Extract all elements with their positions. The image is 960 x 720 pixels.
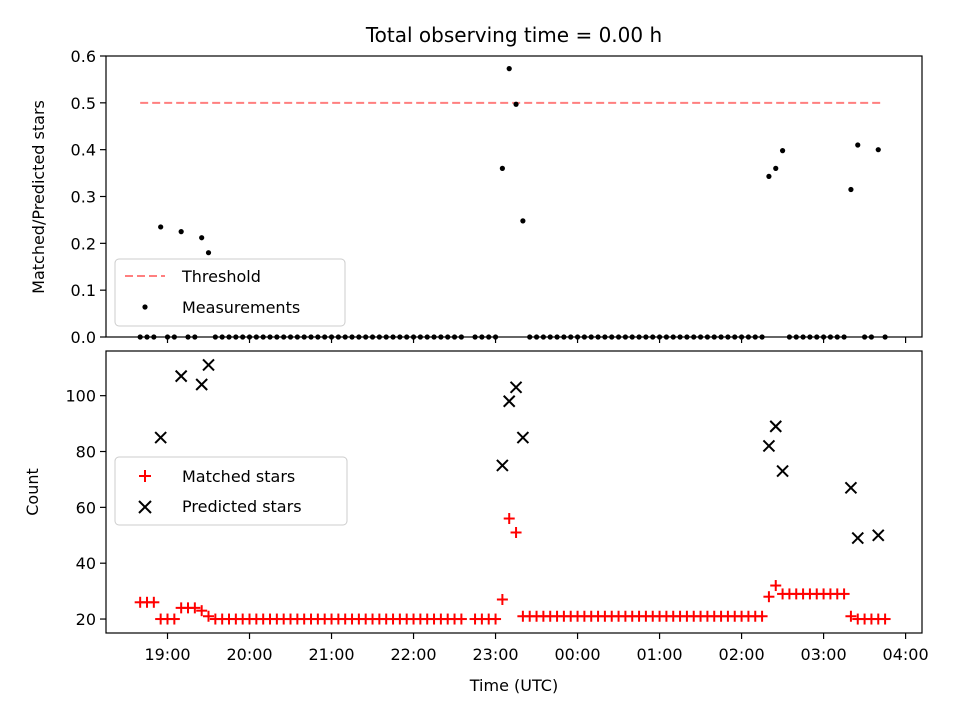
predicted-star-point	[872, 529, 885, 542]
predicted-star-point	[503, 395, 516, 408]
top-y-tick-label: 0.3	[71, 188, 96, 207]
matched-star-point	[763, 591, 775, 603]
bottom-y-tick-label: 80	[76, 443, 96, 462]
predicted-star-point	[509, 381, 523, 394]
legend-predicted-label: Predicted stars	[182, 497, 302, 516]
measurement-point	[499, 165, 505, 171]
bottom-plot-panel: 20 40 60 80 100 19:00 20:00 21:00 22:00 23:00 00:…	[23, 350, 929, 695]
top-y-tick-label: 0.1	[71, 281, 96, 300]
legend-threshold-label: Threshold	[181, 267, 261, 286]
matched-stars-series	[134, 513, 891, 625]
measurement-point	[766, 173, 772, 179]
top-y-axis-title: Matched/Predicted stars	[29, 100, 48, 294]
top-y-tick-label: 0.0	[71, 328, 96, 347]
x-tick-label: 02:00	[719, 645, 765, 664]
predicted-star-point	[516, 431, 530, 444]
matched-star-point	[455, 613, 467, 625]
matched-star-point	[196, 605, 208, 617]
matched-star-point	[770, 580, 782, 592]
top-y-tick-label: 0.5	[71, 94, 96, 113]
matched-star-point	[838, 588, 850, 600]
measurement-point	[520, 218, 526, 224]
chart-title: Total observing time = 0.00 h	[365, 23, 662, 47]
top-legend: Threshold Measurements	[114, 258, 346, 327]
measurement-point	[199, 235, 205, 241]
predicted-star-point	[202, 358, 215, 372]
matched-star-point	[756, 610, 768, 622]
predicted-star-point	[174, 369, 188, 383]
predicted-stars-series	[154, 358, 885, 545]
matched-star-point	[168, 613, 180, 625]
top-legend-box	[114, 258, 346, 327]
bottom-y-tick-label: 100	[65, 387, 96, 406]
matched-star-point	[879, 613, 891, 625]
x-tick-label: 04:00	[883, 645, 929, 664]
measurement-point	[158, 224, 164, 230]
top-y-tick-label: 0.6	[71, 47, 96, 66]
top-plot-frame	[105, 55, 923, 338]
x-tick-label: 20:00	[226, 645, 272, 664]
x-tick-label: 03:00	[801, 645, 847, 664]
legend-matched-label: Matched stars	[182, 467, 295, 486]
matched-star-point	[510, 526, 522, 538]
legend-predicted-swatch	[138, 500, 152, 514]
predicted-star-point	[496, 459, 509, 472]
bottom-y-axis-title: Count	[23, 468, 42, 516]
measurement-point	[855, 142, 861, 148]
measurement-point	[513, 101, 519, 107]
measurement-point	[205, 250, 212, 256]
bottom-y-tick-label: 20	[76, 610, 96, 629]
legend-measurements-swatch	[142, 304, 148, 310]
x-tick-label: 19:00	[144, 645, 190, 664]
x-tick-label: 21:00	[308, 645, 354, 664]
predicted-star-point	[844, 481, 858, 495]
matched-star-point	[490, 613, 502, 625]
predicted-star-point	[769, 420, 782, 433]
top-y-tick-label: 0.2	[71, 234, 96, 253]
measurement-point	[779, 148, 786, 154]
bottom-legend: Matched stars Predicted stars	[114, 456, 348, 526]
matched-star-point	[503, 513, 515, 525]
predicted-star-point	[154, 431, 167, 444]
bottom-legend-box	[114, 456, 348, 526]
x-tick-label: 23:00	[472, 645, 518, 664]
x-tick-label: 01:00	[637, 645, 683, 664]
bottom-y-tick-label: 40	[76, 554, 96, 573]
measurement-point	[773, 165, 779, 171]
measurement-point	[848, 186, 854, 193]
predicted-star-point	[776, 464, 789, 478]
matched-star-point	[148, 596, 160, 608]
bottom-y-axis: 20 40 60 80 100	[65, 387, 106, 629]
bottom-plot-frame	[105, 350, 923, 634]
measurement-point	[178, 229, 184, 235]
x-tick-label: 22:00	[390, 645, 436, 664]
legend-matched-swatch	[139, 470, 151, 482]
top-y-axis: 0.0 0.1 0.2 0.3 0.4 0.5 0.6	[71, 47, 106, 347]
x-tick-label: 00:00	[555, 645, 601, 664]
matched-star-point	[203, 610, 215, 622]
x-axis-title: Time (UTC)	[469, 676, 558, 695]
predicted-star-point	[762, 439, 776, 453]
bottom-y-tick-label: 60	[76, 498, 96, 517]
top-y-tick-label: 0.4	[71, 141, 96, 160]
matched-star-point	[189, 602, 201, 614]
predicted-star-point	[195, 378, 208, 391]
legend-measurements-label: Measurements	[182, 298, 300, 317]
matched-star-point	[496, 593, 508, 605]
bottom-x-axis: 19:00 20:00 21:00 22:00 23:00 00:00 01:00 02:00…	[144, 633, 929, 664]
measurement-point	[875, 147, 881, 153]
predicted-star-point	[851, 531, 864, 545]
top-plot-panel: 0.0 0.1 0.2 0.3 0.4 0.5 0.6 Matched/Predicted …	[29, 47, 923, 347]
measurements-series	[137, 66, 888, 340]
measurement-point	[506, 66, 512, 72]
matched-star-point	[845, 610, 857, 622]
